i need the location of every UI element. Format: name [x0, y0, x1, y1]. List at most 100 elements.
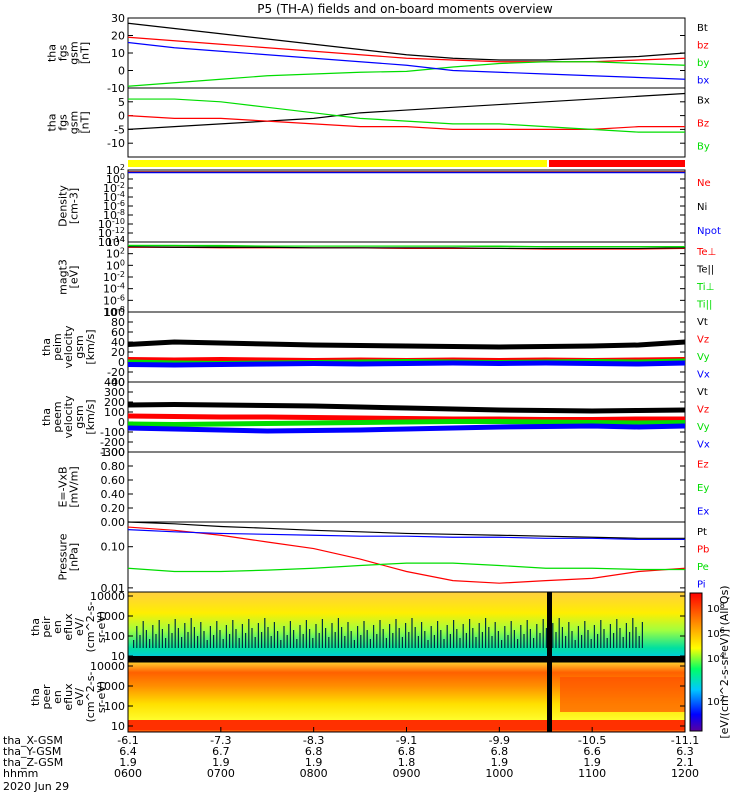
y-tick-label: 30 — [111, 12, 125, 25]
spectrogram-speck — [392, 633, 394, 648]
spectrogram-speck — [289, 621, 291, 648]
spectrogram-speck — [398, 628, 400, 648]
spectrogram-speck — [331, 623, 333, 648]
legend-entry: Bx — [697, 96, 710, 107]
spectrogram-speck — [565, 636, 567, 648]
y-tick-label: 0.60 — [101, 474, 126, 487]
x-row-label: tha_X-GSM — [3, 734, 63, 747]
y-axis-label: sr-eV) — [95, 681, 108, 713]
spectrogram-speck — [270, 636, 272, 648]
y-axis-label: eV/ — [73, 688, 86, 706]
spectrogram-speck — [385, 638, 387, 648]
spectrogram-speck — [273, 622, 275, 648]
y-tick-label: 1000 — [97, 680, 125, 693]
spectrogram-speck — [177, 628, 179, 648]
panel-7: 0.10 0.01 Pressure[nPa] Pt Pb Pe Pi — [57, 521, 709, 595]
spectrogram-speck — [475, 637, 477, 648]
spectrogram-speck — [133, 640, 135, 648]
x-tick-label: -9.1 — [396, 734, 417, 747]
y-tick-label: 0.20 — [101, 502, 126, 515]
spectrogram-speck — [181, 637, 183, 648]
spectrogram-speck — [254, 637, 256, 648]
spectrogram-speck — [229, 634, 231, 648]
spectrogram-speck — [478, 623, 480, 648]
spectrogram-speck — [520, 625, 522, 648]
y-axis-label: [nT] — [79, 111, 92, 133]
spectrogram-speck — [440, 630, 442, 648]
spectrogram-speck — [593, 625, 595, 648]
x-tick-label: -6.1 — [117, 734, 138, 747]
spectrogram-speck — [619, 628, 621, 648]
y-tick-label: 10 — [111, 720, 125, 733]
spectrogram-speck — [305, 620, 307, 648]
legend-entry: Vz — [697, 334, 709, 345]
spectrogram-speck — [261, 632, 263, 648]
spectrogram-speck — [485, 618, 487, 648]
y-axis-label: en — [51, 620, 64, 634]
y-axis-label: velocity — [62, 395, 75, 438]
y-tick-label: 200 — [104, 396, 125, 409]
x-tick-label: 1.9 — [491, 756, 509, 769]
y-tick-label: -200 — [100, 436, 125, 449]
legend-entry: Pe — [697, 562, 709, 573]
spectrogram-speck — [568, 622, 570, 648]
spectrogram-speck — [337, 618, 339, 648]
spectrogram-speck — [142, 621, 144, 648]
spectrogram-speck — [545, 628, 547, 648]
spectrogram-speck — [373, 625, 375, 648]
y-tick-label: 40 — [111, 336, 125, 349]
y-tick-label: 100 — [104, 630, 125, 643]
series-line-Vx — [127, 423, 686, 434]
y-tick-label: 0 — [118, 65, 125, 78]
series-line-Bz — [127, 115, 685, 130]
spectrogram-speck — [513, 630, 515, 648]
data-gap-marker — [547, 592, 552, 662]
mode-bar — [128, 160, 685, 167]
spectrogram-speck — [427, 640, 429, 648]
y-axis-label: [km/s] — [84, 399, 97, 434]
spectrogram-speck — [600, 620, 602, 648]
spectrogram-speck — [225, 625, 227, 648]
y-tick-label: 0.40 — [101, 488, 126, 501]
spectrogram-speck — [318, 633, 320, 648]
spectrogram-speck — [625, 623, 627, 648]
y-tick-label: 5 — [118, 96, 125, 109]
y-tick-label: 100 — [104, 306, 125, 319]
spectrogram-speck — [507, 635, 509, 648]
spectrogram-speck — [257, 623, 259, 648]
x-row-label: tha_Y-GSM — [3, 745, 61, 758]
y-axis-label: eflux — [62, 683, 75, 711]
y-axis-label: [cm-3] — [68, 188, 81, 224]
x-tick-label: 6.8 — [305, 745, 323, 758]
y-tick-label: 0 — [118, 416, 125, 429]
y-tick-label: 0 — [118, 110, 125, 123]
x-tick-label: 1.8 — [398, 756, 416, 769]
spectrogram-speck — [587, 630, 589, 648]
y-axis-label: peem — [51, 401, 64, 432]
y-tick-label: -20 — [107, 366, 125, 379]
spectrogram-speck — [641, 622, 643, 648]
legend-entry: Vz — [697, 404, 709, 415]
spectrogram-band — [560, 677, 685, 712]
legend-entry: Te⊥ — [696, 247, 716, 258]
spectrogram-speck — [363, 621, 365, 648]
y-tick-label: 300 — [104, 386, 125, 399]
y-axis-label: fgs — [57, 44, 70, 61]
y-axis-label: (cm^2-s- — [84, 672, 97, 723]
spectrogram-speck — [395, 619, 397, 648]
y-axis-label: E=-VxB — [57, 466, 70, 507]
spectrogram-speck — [187, 632, 189, 648]
series-line-Vx — [127, 360, 686, 368]
spectrogram-speck — [603, 629, 605, 648]
spectrogram-speck — [533, 638, 535, 648]
panel-frame — [127, 17, 686, 89]
y-axis-label: eflux — [62, 613, 75, 641]
spectrogram-speck — [168, 624, 170, 648]
y-tick-label: 0.80 — [101, 460, 126, 473]
spectrogram-speck — [158, 620, 160, 648]
spectrogram-speck — [459, 638, 461, 648]
spectrogram-speck — [251, 628, 253, 648]
date-label: 2020 Jun 29 — [3, 780, 69, 793]
y-axis-label: sr-eV) — [95, 611, 108, 643]
